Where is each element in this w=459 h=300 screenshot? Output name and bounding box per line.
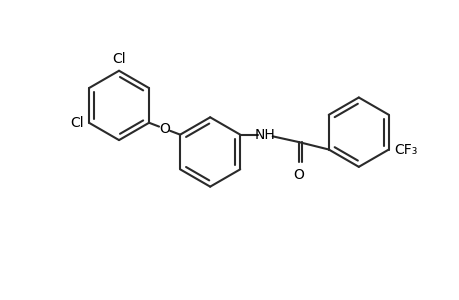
Text: O: O [293,168,304,182]
Text: NH: NH [254,128,275,142]
Text: CF₃: CF₃ [393,142,416,157]
Text: Cl: Cl [112,52,126,66]
Text: O: O [159,122,170,136]
Text: Cl: Cl [70,116,84,130]
